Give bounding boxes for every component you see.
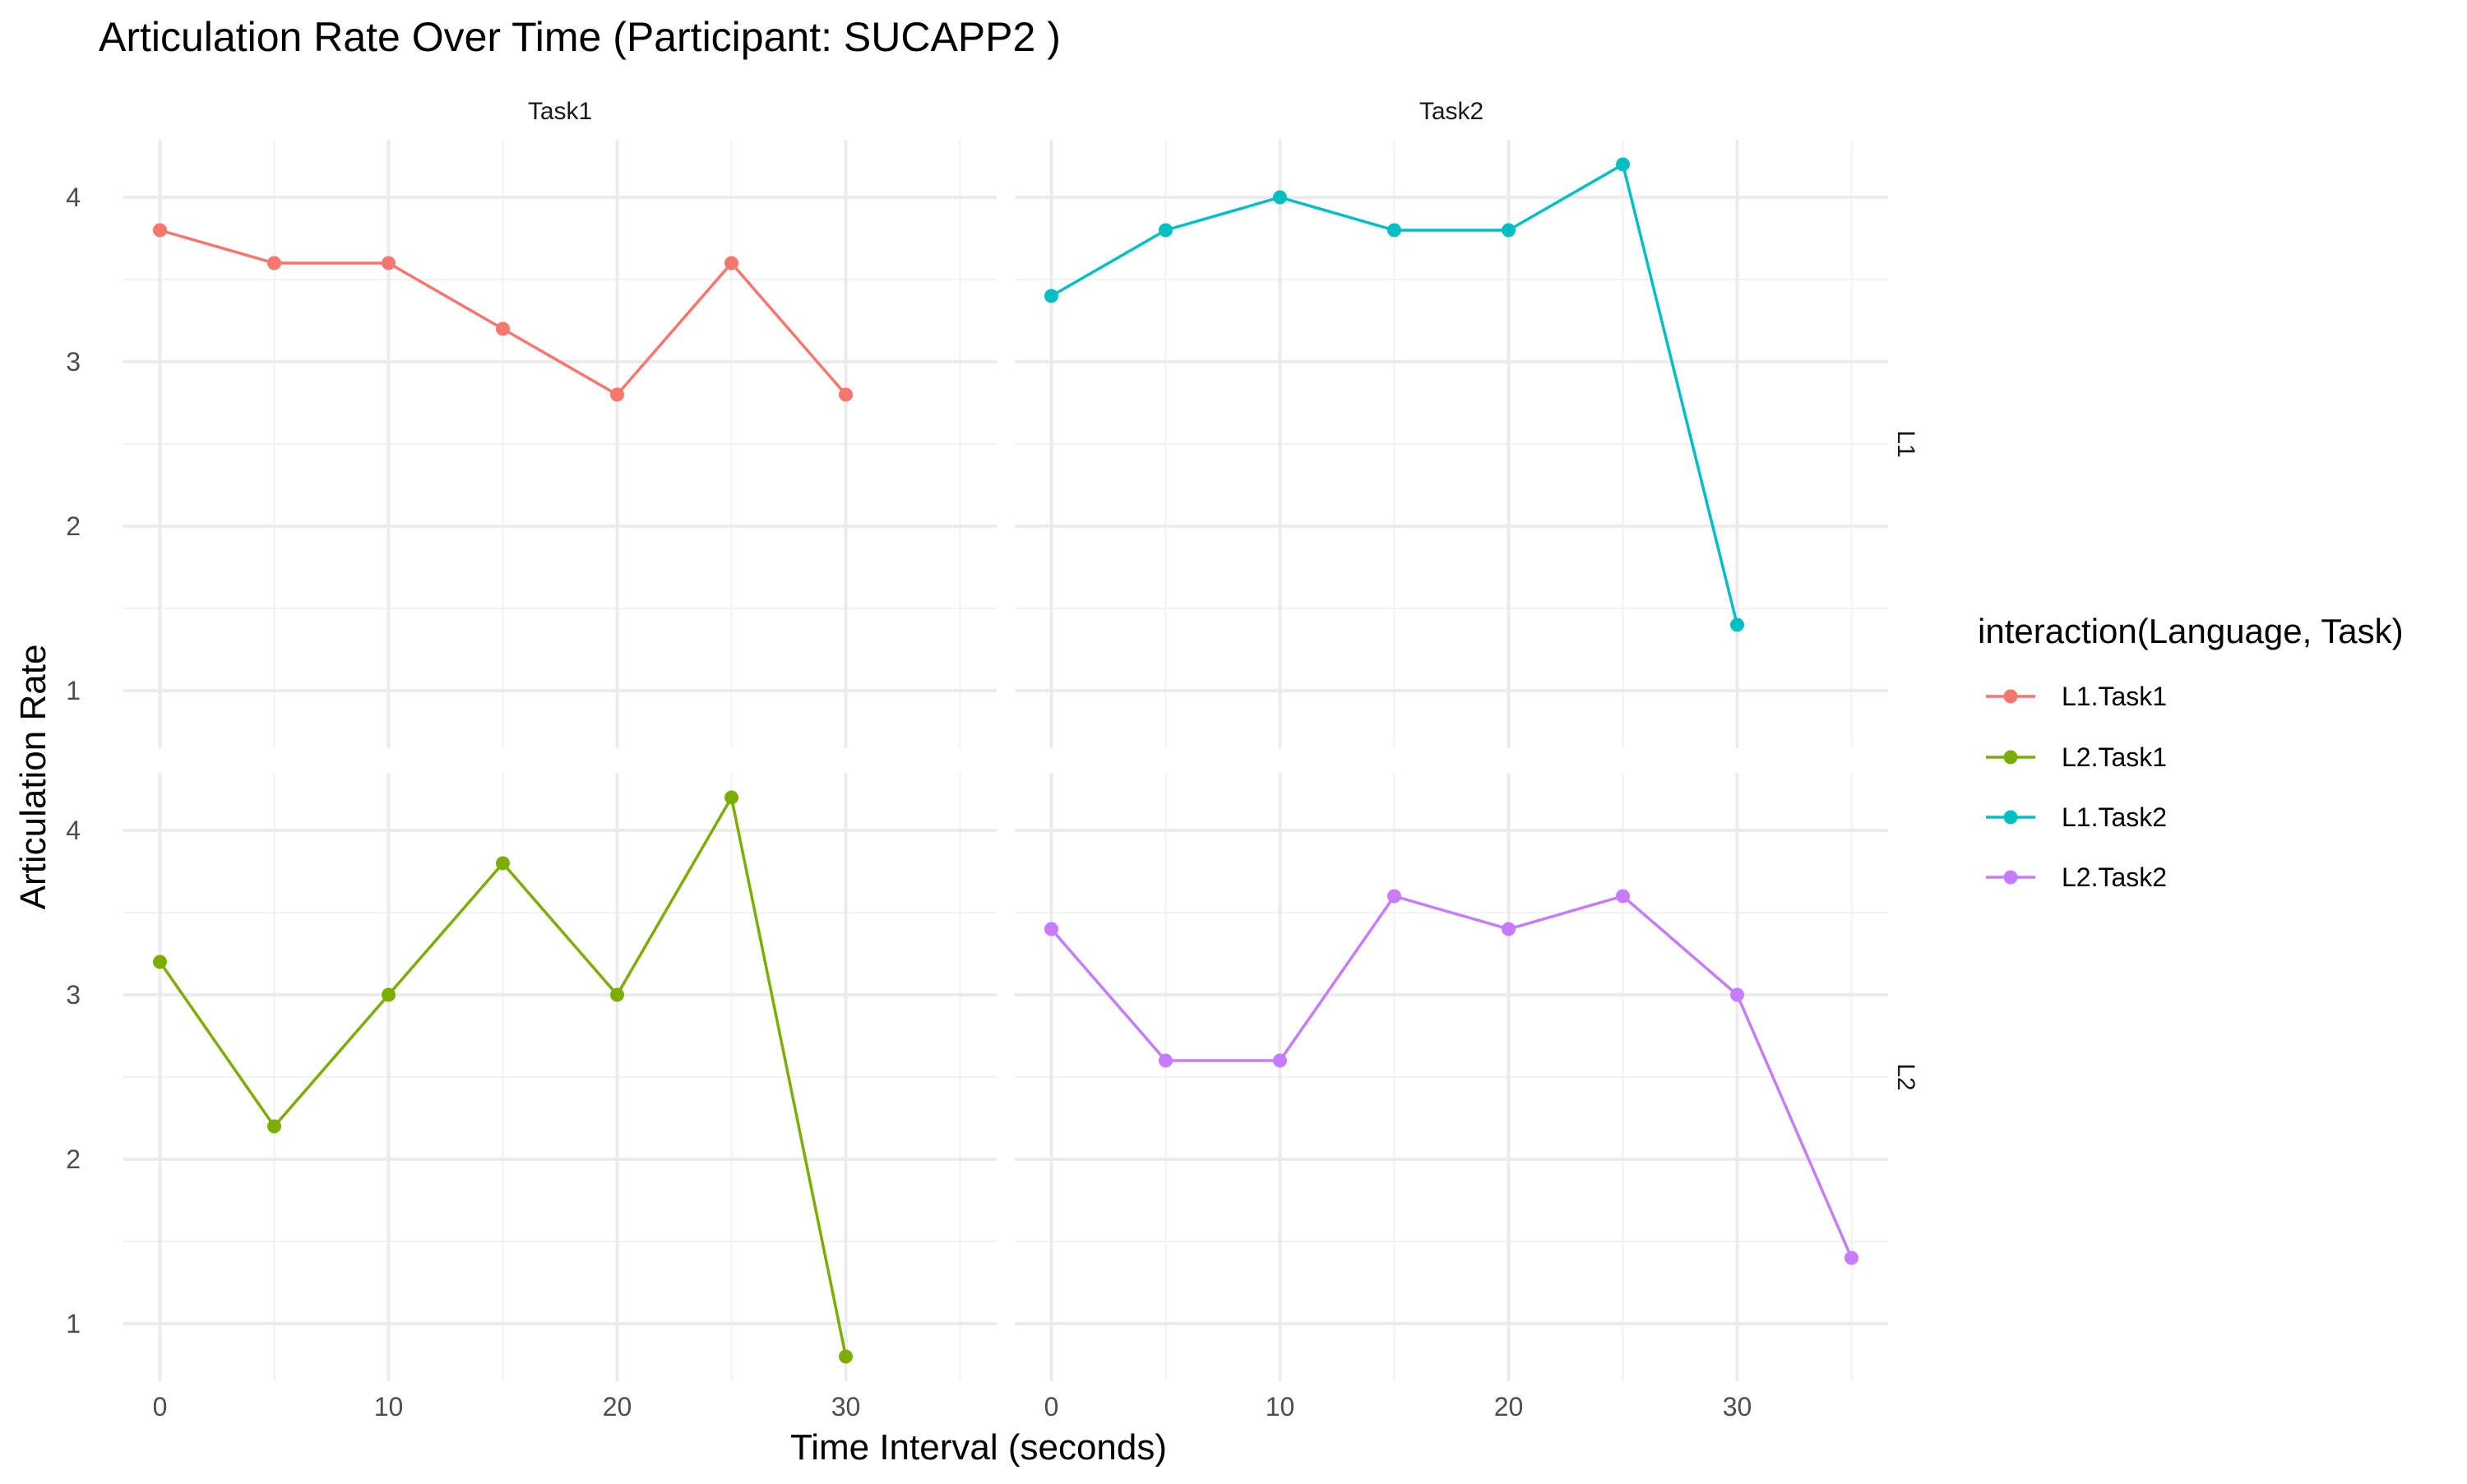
data-point-L1.Task1 [610,387,625,402]
labels-layer: Articulation Rate Over Time (Participant… [13,14,2404,1468]
data-point-L1.Task2 [1044,289,1058,303]
legend: L1.Task1 L2.Task1 L1.Task2 L2.Task2 [1986,682,2167,892]
data-point-L2.Task1 [839,1349,854,1364]
data-point-L1.Task1 [495,321,510,336]
y-tick-label: 1 [66,1309,81,1338]
y-axis-title: Articulation Rate [13,645,53,910]
data-point-L1.Task2 [1386,223,1401,238]
data-point-L1.Task1 [839,387,854,402]
legend-label: L1.Task2 [2062,802,2167,832]
legend-key-point [2003,689,2018,704]
legend-key-point [2003,870,2018,885]
chart-title: Articulation Rate Over Time (Participant… [99,14,1061,60]
data-point-L2.Task2 [1502,922,1516,936]
x-tick-label: 10 [1266,1392,1295,1422]
data-point-L2.Task1 [724,790,739,805]
y-tick-label: 3 [66,347,81,377]
data-point-L1.Task1 [381,256,396,270]
legend-label: L1.Task1 [2062,682,2167,711]
data-point-L1.Task2 [1730,617,1745,632]
series-line-L2.Task2 [1050,894,1854,1259]
data-point-L2.Task2 [1044,922,1058,936]
y-tick-label: 2 [66,511,81,541]
data-point-L2.Task2 [1616,889,1631,904]
series-layer [152,157,1859,1364]
y-tick-label: 2 [66,1144,81,1174]
legend-key-point [2003,750,2018,765]
legend-key-point [2003,810,2018,825]
y-tick-label: 4 [66,183,81,212]
data-point-L2.Task1 [152,955,167,969]
x-tick-label: 20 [1494,1392,1524,1422]
x-tick-label: 20 [603,1392,632,1422]
gridlines-layer [123,140,1888,1381]
data-point-L1.Task2 [1502,223,1516,238]
data-point-L2.Task1 [495,856,510,871]
data-point-L2.Task1 [381,987,396,1002]
data-point-L2.Task2 [1730,987,1745,1002]
x-tick-label: 30 [1723,1392,1752,1422]
x-tick-label: 30 [831,1392,861,1422]
data-point-L1.Task1 [724,256,739,270]
data-point-L1.Task2 [1158,223,1173,238]
facet-strip-label: L2 [1892,1063,1919,1090]
data-point-L1.Task1 [152,223,167,238]
x-axis-title: Time Interval (seconds) [790,1427,1167,1468]
y-tick-label: 4 [66,816,81,845]
data-point-L1.Task1 [266,256,281,270]
legend-label: L2.Task2 [2062,862,2167,892]
data-point-L2.Task2 [1158,1053,1173,1068]
facet-strip-label: Task1 [528,98,592,125]
data-point-L1.Task2 [1616,157,1631,172]
facet-strip-label: L1 [1892,430,1919,457]
x-tick-label: 0 [153,1392,168,1422]
x-tick-label: 10 [374,1392,404,1422]
legend-label: L2.Task1 [2062,742,2167,772]
y-tick-label: 3 [66,980,81,1010]
facet-strip-label: Task2 [1419,98,1483,125]
data-point-L2.Task1 [266,1119,281,1134]
data-point-L2.Task2 [1844,1251,1859,1265]
data-point-L2.Task2 [1272,1053,1287,1068]
data-point-L2.Task2 [1386,889,1401,904]
data-point-L2.Task1 [610,987,625,1002]
x-tick-label: 0 [1044,1392,1059,1422]
data-point-L1.Task2 [1272,190,1287,205]
y-tick-label: 1 [66,676,81,705]
legend-title: interaction(Language, Task) [1978,612,2404,650]
